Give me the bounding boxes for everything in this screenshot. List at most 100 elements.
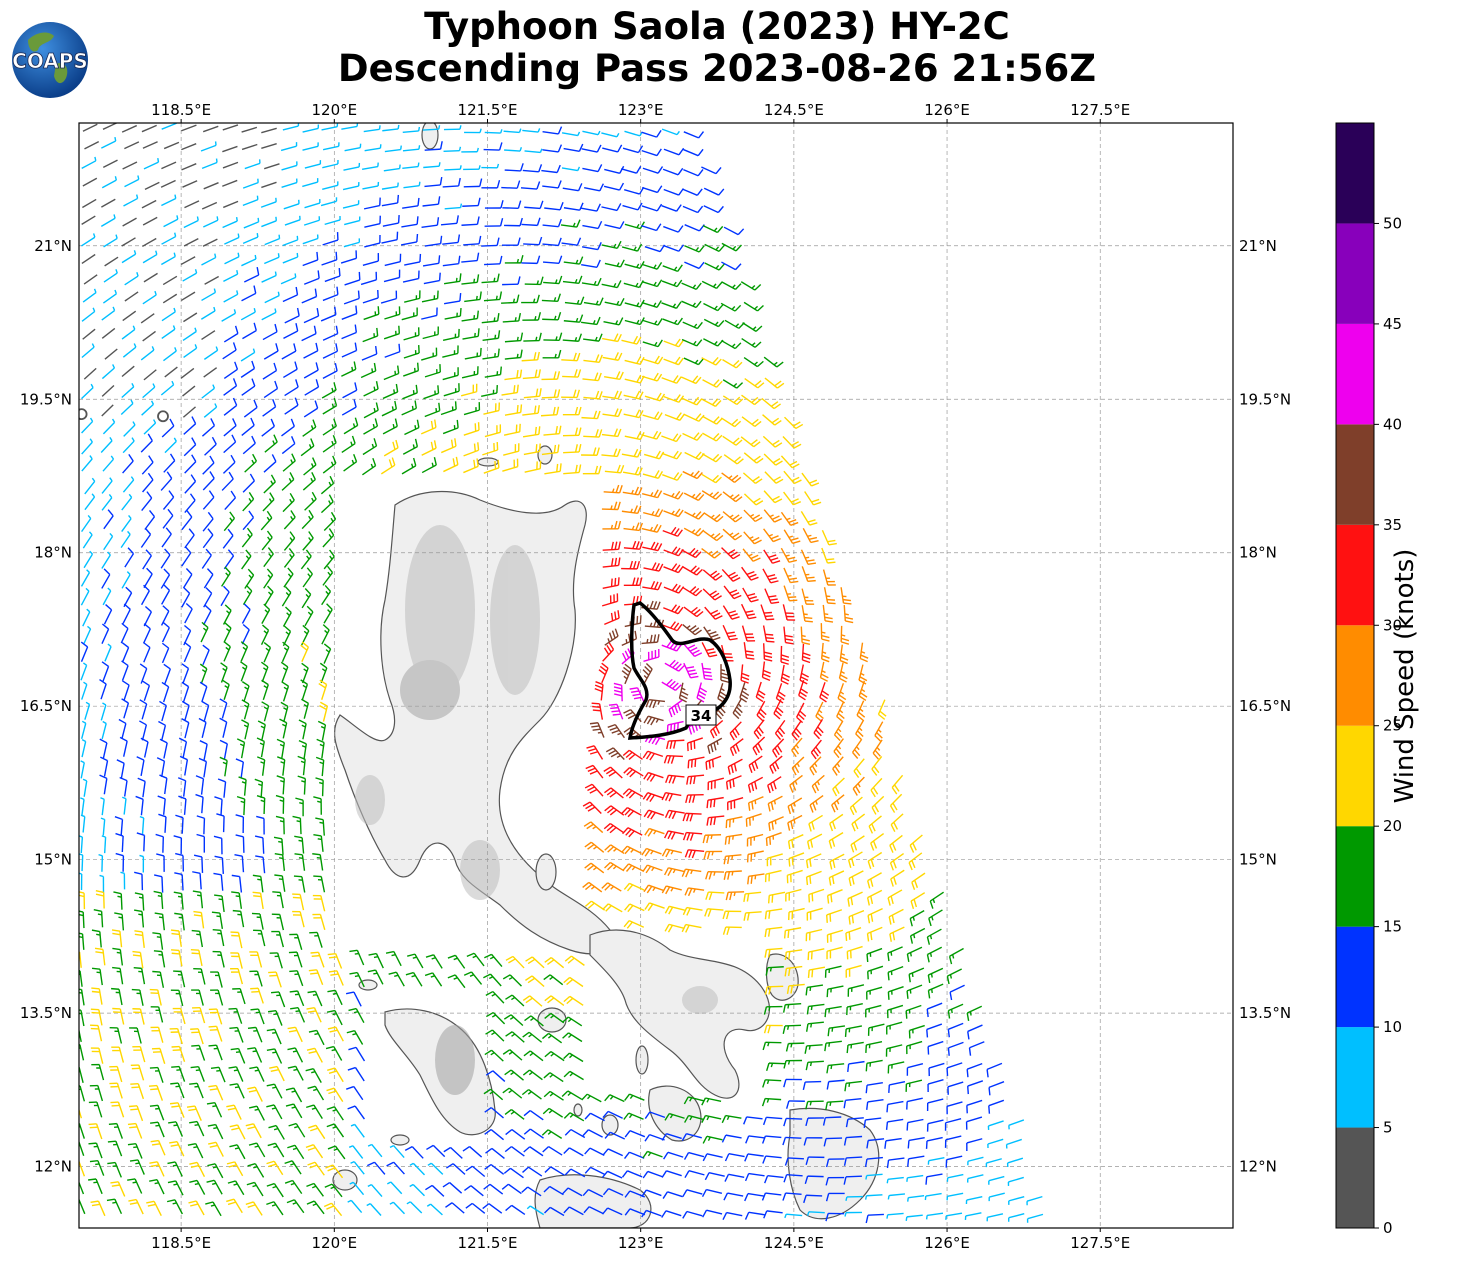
wind-barb	[839, 644, 849, 665]
wind-barb	[445, 1202, 465, 1214]
wind-barb	[82, 123, 98, 132]
wind-barb	[196, 833, 205, 853]
wind-barb	[563, 443, 582, 454]
wind-barb	[110, 1101, 125, 1118]
wind-barb	[663, 338, 684, 348]
wind-barb	[181, 718, 190, 739]
colorbar-tick-label: 10	[1383, 1018, 1402, 1036]
wind-barb	[203, 403, 218, 418]
wind-barb	[381, 182, 399, 190]
wind-barb	[929, 891, 944, 909]
wind-barb	[805, 1117, 824, 1127]
wind-barb	[642, 1150, 663, 1159]
wind-barb	[181, 681, 190, 703]
wind-barb	[189, 1161, 206, 1178]
wind-barb	[302, 251, 319, 267]
wind-barb	[890, 813, 904, 833]
wind-barb	[120, 622, 129, 644]
wind-barb	[886, 1212, 904, 1219]
wind-barb	[966, 1005, 983, 1022]
wind-barb	[824, 1005, 842, 1018]
wind-barb	[423, 385, 440, 400]
wind-barb	[752, 736, 766, 756]
wind-barb	[622, 827, 643, 838]
wind-barb	[643, 809, 665, 820]
wind-barb	[142, 623, 151, 644]
wind-barb	[389, 1144, 405, 1159]
wind-barb	[662, 317, 683, 326]
wind-barb	[260, 197, 277, 208]
wind-barb	[601, 1170, 623, 1179]
wind-barb	[204, 275, 220, 285]
wind-barb	[328, 970, 344, 986]
wind-barb	[664, 1112, 685, 1121]
wind-barb	[313, 796, 322, 815]
colorbar-bin	[1336, 223, 1374, 324]
wind-barb	[562, 1032, 583, 1043]
wind-barb	[252, 874, 264, 893]
wind-barb	[661, 204, 682, 212]
wind-barb	[823, 587, 836, 605]
wind-barb	[804, 1044, 823, 1054]
wind-barb	[301, 698, 310, 719]
wind-barb	[282, 235, 299, 247]
wind-barb	[681, 396, 703, 406]
wind-barb	[383, 269, 401, 283]
wind-barb	[327, 1067, 344, 1083]
wind-barb	[267, 1010, 283, 1026]
lon-tick-label-top: 121.5°E	[458, 101, 518, 119]
wind-barb	[181, 143, 197, 151]
wind-barb	[829, 813, 844, 832]
wind-barb	[102, 418, 116, 435]
wind-barb	[945, 1155, 963, 1168]
wind-barb	[683, 357, 705, 366]
wind-barb	[182, 180, 198, 188]
wind-barb	[309, 931, 323, 948]
wind-barb	[866, 926, 883, 942]
wind-barb	[193, 854, 204, 873]
wind-barb	[481, 163, 500, 169]
wind-barb	[327, 989, 343, 1006]
wind-barb	[856, 700, 866, 721]
wind-barb	[761, 397, 782, 410]
wind-barb	[208, 1084, 224, 1101]
colorbar-tick-label: 50	[1383, 214, 1402, 232]
wind-barb	[426, 1144, 446, 1158]
wind-barb	[965, 1195, 983, 1205]
wind-barb	[121, 382, 135, 399]
wind-barb	[344, 271, 361, 286]
wind-barb	[623, 409, 644, 419]
wind-barb	[327, 952, 343, 969]
wind-barb	[684, 511, 705, 520]
wind-barb	[124, 547, 135, 568]
wind-barb	[122, 437, 135, 454]
wind-barb	[503, 128, 522, 134]
wind-barb	[601, 448, 621, 458]
wind-barb	[220, 662, 228, 683]
wind-barb	[504, 1069, 524, 1081]
wind-barb	[321, 382, 337, 399]
wind-barb	[641, 372, 663, 382]
wind-barb	[644, 1111, 666, 1119]
wind-barb	[240, 661, 248, 682]
wind-barb	[271, 913, 285, 931]
wind-barb	[101, 568, 111, 589]
wind-barb	[641, 300, 662, 308]
wind-barb	[831, 794, 845, 813]
wind-barb	[681, 586, 703, 597]
wind-barb	[870, 833, 885, 851]
wind-barb	[83, 367, 97, 380]
wind-barb	[701, 473, 722, 484]
wind-barb	[363, 197, 381, 210]
wind-barb	[905, 1079, 923, 1092]
wind-barb	[181, 587, 191, 608]
wind-barb	[208, 1044, 223, 1061]
wind-barb	[867, 908, 883, 924]
wind-barb	[804, 491, 822, 506]
wind-barb	[642, 1170, 664, 1179]
wind-barb	[946, 1062, 963, 1076]
wind-barb	[725, 816, 743, 829]
wind-barb	[249, 1066, 265, 1082]
wind-barb	[522, 1031, 543, 1043]
wind-barb	[142, 330, 156, 342]
